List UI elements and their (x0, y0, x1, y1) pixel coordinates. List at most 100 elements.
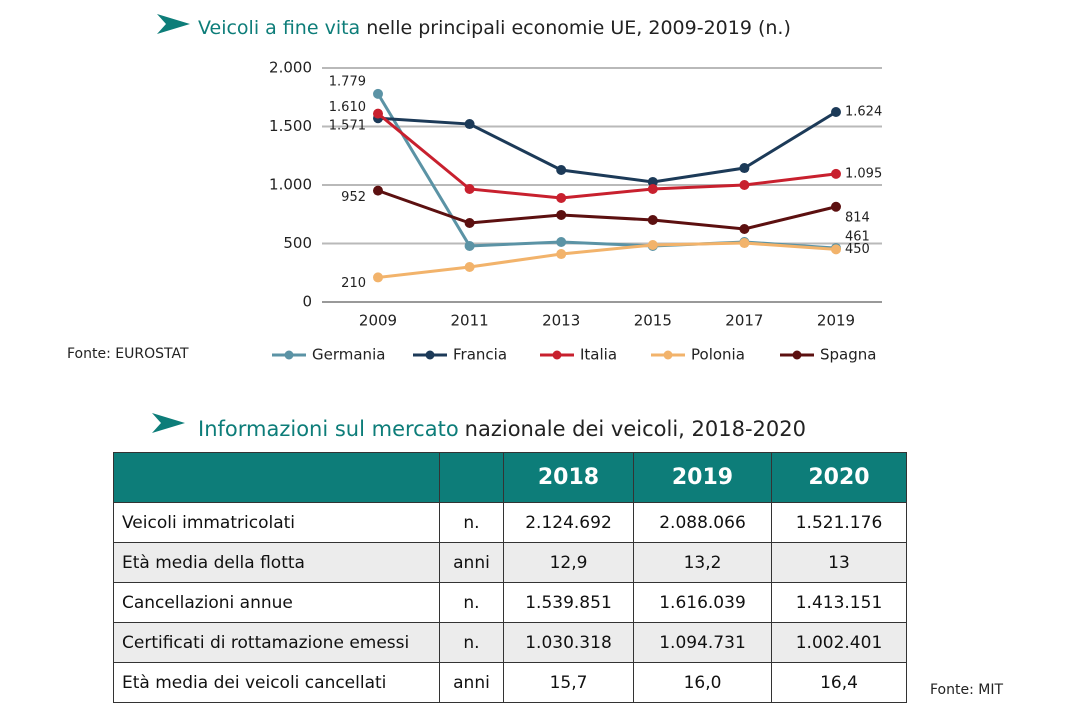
unit-cell: n. (439, 502, 504, 543)
source: Fonte: MIT (930, 682, 1003, 698)
data-point (831, 244, 841, 255)
table-row: Età media della flotta anni 12,9 13,2 13 (113, 542, 907, 583)
value-cell: 1.521.176 (771, 502, 907, 543)
series-line (377, 241, 837, 279)
legend-marker (552, 350, 562, 360)
data-label: 210 (341, 276, 366, 291)
value-cell: 1.413.151 (771, 582, 907, 623)
legend-label: Francia (453, 346, 507, 364)
market-table: 2018 2019 2020 Veicoli immatricolati n. 2.12… (113, 452, 907, 703)
data-label: 952 (341, 190, 366, 205)
source: Fonte: EUROSTAT (67, 346, 189, 362)
data-point (373, 185, 383, 196)
x-tick-label: 2009 (359, 312, 397, 330)
header-row: 2018 2019 2020 (113, 452, 907, 503)
value-cell: 1.002.401 (771, 622, 907, 663)
data-label: 450 (845, 242, 870, 257)
data-label: 1.571 (329, 119, 366, 134)
value-cell: 12,9 (503, 542, 634, 583)
data-point (739, 163, 750, 174)
table-title: Informazioni sul mercato nazionale dei ve… (198, 417, 806, 441)
row-label: Età media della flotta (113, 542, 440, 583)
header-cell: 2019 (633, 452, 772, 503)
row-label: Veicoli immatricolati (113, 502, 440, 543)
value-cell: 2.088.066 (633, 502, 772, 543)
y-tick-label: 2.000 (269, 59, 312, 77)
data-point (647, 214, 658, 225)
data-point (556, 236, 567, 247)
data-point (739, 223, 750, 234)
data-label: 1.610 (329, 100, 366, 115)
value-cell: 13 (771, 542, 907, 583)
title-highlight: Informazioni sul mercato (198, 417, 459, 441)
y-tick-label: 0 (302, 293, 312, 311)
row-label: Età media dei veicoli cancellati (113, 662, 440, 703)
data-label: 461 (845, 230, 870, 245)
y-tick-label: 500 (283, 234, 312, 252)
value-cell: 16,4 (771, 662, 907, 703)
unit-cell: anni (439, 662, 504, 703)
x-tick-label: 2015 (634, 312, 672, 330)
header-cell: 2018 (503, 452, 634, 503)
value-cell: 1.539.851 (503, 582, 634, 623)
arrow-icon (157, 14, 190, 34)
data-point (464, 218, 475, 229)
data-point (831, 201, 841, 212)
series-line (377, 110, 837, 184)
data-point (464, 262, 475, 273)
title-highlight: Veicoli a fine vita (198, 17, 360, 39)
title-rest: nazionale dei veicoli, 2018-2020 (465, 417, 806, 441)
unit-cell: n. (439, 622, 504, 663)
chart-title: Veicoli a fine vita nelle principali econ… (198, 17, 791, 39)
value-cell: 13,2 (633, 542, 772, 583)
data-point (831, 106, 841, 117)
x-tick-label: 2013 (542, 312, 580, 330)
data-point (556, 192, 567, 203)
data-point (464, 240, 475, 251)
title-rest: nelle principali economie UE, 2009-2019 … (366, 17, 791, 39)
data-label: 1.095 (845, 166, 882, 181)
value-cell: 2.124.692 (503, 502, 634, 543)
table-row: Certificati di rottamazione emessi n. 1.03… (113, 622, 907, 663)
series-line (377, 112, 837, 200)
legend-marker (284, 350, 294, 360)
x-tick-label: 2011 (451, 312, 489, 330)
value-cell: 1.616.039 (633, 582, 772, 623)
data-point (739, 238, 750, 249)
unit-cell: n. (439, 582, 504, 623)
y-tick-label: 1.000 (269, 176, 312, 194)
data-point (556, 209, 567, 220)
data-point (647, 176, 658, 187)
row-label: Cancellazioni annue (113, 582, 440, 623)
data-point (373, 108, 383, 119)
data-point (831, 168, 841, 179)
arrow-icon (152, 413, 185, 433)
unit-cell: anni (439, 542, 504, 583)
data-point (556, 249, 567, 260)
x-tick-label: 2017 (725, 312, 763, 330)
table-row: Veicoli immatricolati n. 2.124.692 2.088.06… (113, 502, 907, 543)
data-point (647, 183, 658, 194)
legend-label: Polonia (691, 346, 745, 364)
data-point (373, 88, 383, 99)
header-cell: 2020 (771, 452, 907, 503)
legend-marker (663, 350, 673, 360)
row-label: Certificati di rottamazione emessi (113, 622, 440, 663)
x-tick-label: 2019 (817, 312, 855, 330)
legend-label: Italia (580, 346, 617, 364)
table-row: Cancellazioni annue n. 1.539.851 1.616.039 1… (113, 582, 907, 623)
data-point (647, 240, 658, 251)
series-line (377, 189, 837, 231)
table-body: Veicoli immatricolati n. 2.124.692 2.088.06… (113, 502, 907, 703)
value-cell: 15,7 (503, 662, 634, 703)
data-point (556, 165, 567, 176)
data-point (373, 272, 383, 283)
legend-label: Germania (312, 346, 385, 364)
y-tick-label: 1.500 (269, 117, 312, 135)
value-cell: 1.094.731 (633, 622, 772, 663)
data-point (739, 180, 750, 190)
data-point (464, 119, 475, 130)
data-label: 1.779 (329, 74, 366, 89)
